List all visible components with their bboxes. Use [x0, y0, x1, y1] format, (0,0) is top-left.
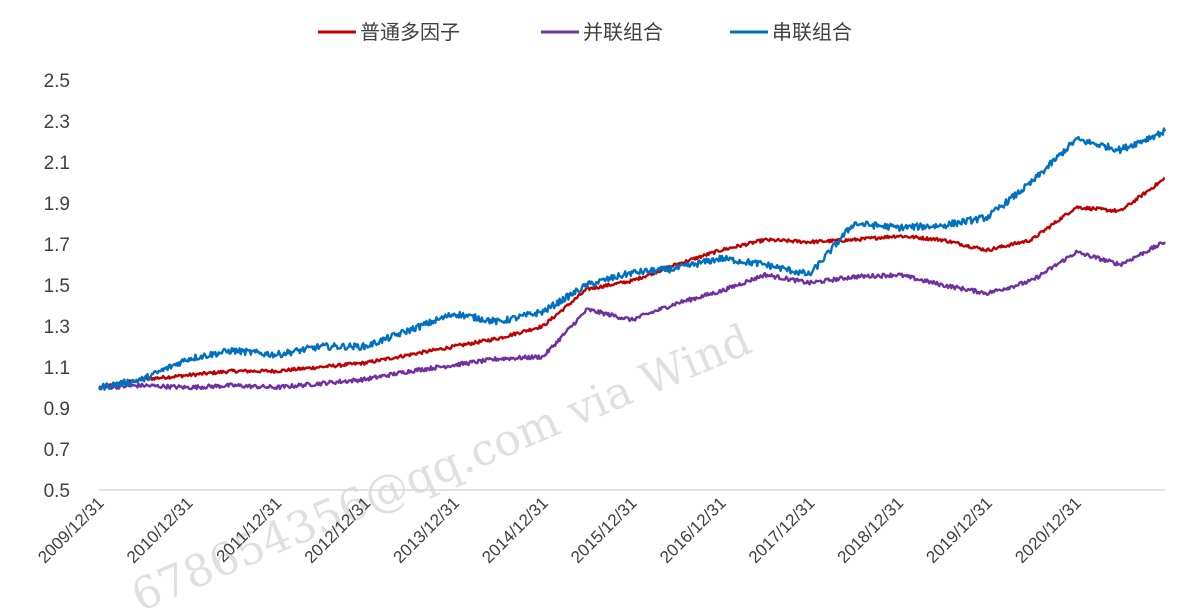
legend: 普通多因子 并联组合 串联组合: [318, 20, 852, 44]
legend-label: 普通多因子: [360, 20, 460, 44]
x-tick-label: 2009/12/31: [34, 493, 108, 567]
legend-label: 串联组合: [772, 20, 852, 44]
y-tick-label: 1.3: [44, 317, 70, 338]
watermark-text: 678654356@qq.com via Wind: [124, 314, 758, 612]
y-tick-label: 1.1: [44, 358, 70, 379]
y-tick-label: 0.5: [44, 481, 70, 502]
y-tick-label: 2.1: [44, 153, 70, 174]
x-tick-label: 2016/12/31: [656, 493, 730, 567]
y-tick-label: 0.9: [44, 399, 70, 420]
series-group: [97, 127, 1167, 391]
y-tick-label: 1.7: [44, 235, 70, 256]
x-tick-label: 2019/12/31: [922, 493, 996, 567]
x-tick-label: 2014/12/31: [478, 493, 552, 567]
x-tick-label: 2020/12/31: [1011, 493, 1085, 567]
legend-label: 并联组合: [583, 20, 663, 44]
x-tick-label: 2017/12/31: [745, 493, 819, 567]
y-tick-label: 2.3: [44, 112, 70, 133]
x-tick-label: 2015/12/31: [567, 493, 641, 567]
series-line-1: [98, 177, 1166, 389]
x-tick-label: 2018/12/31: [834, 493, 908, 567]
series-line-3: [97, 127, 1167, 391]
y-tick-label: 2.5: [44, 71, 70, 92]
y-tick-label: 1.5: [44, 276, 70, 297]
y-tick-label: 0.7: [44, 440, 70, 461]
y-axis: 2.5 2.3 2.1 1.9 1.7 1.5 1.3 1.1 0.9 0.7 0.5: [44, 71, 70, 502]
series-line-2: [98, 241, 1166, 391]
y-tick-label: 1.9: [44, 194, 70, 215]
